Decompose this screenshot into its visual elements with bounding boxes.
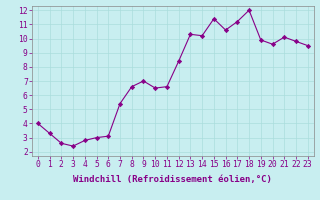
X-axis label: Windchill (Refroidissement éolien,°C): Windchill (Refroidissement éolien,°C) [73, 175, 272, 184]
